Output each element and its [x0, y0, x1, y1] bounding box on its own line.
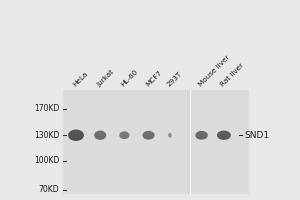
Text: 130KD: 130KD: [34, 131, 59, 140]
Ellipse shape: [168, 133, 172, 138]
Ellipse shape: [144, 136, 153, 139]
Ellipse shape: [68, 130, 84, 141]
Text: HeLa: HeLa: [72, 71, 89, 88]
Text: Mouse liver: Mouse liver: [197, 54, 231, 88]
Text: HL-60: HL-60: [120, 69, 140, 88]
Ellipse shape: [196, 136, 207, 139]
Text: 70KD: 70KD: [39, 185, 59, 194]
Ellipse shape: [119, 131, 130, 139]
Text: 170KD: 170KD: [34, 104, 59, 113]
Text: SND1: SND1: [244, 131, 269, 140]
Text: Jurkat: Jurkat: [96, 69, 115, 88]
Ellipse shape: [95, 136, 105, 139]
Ellipse shape: [218, 136, 230, 139]
Ellipse shape: [94, 131, 106, 140]
Ellipse shape: [217, 131, 231, 140]
Text: MCF7: MCF7: [144, 70, 163, 88]
Ellipse shape: [120, 136, 128, 139]
Text: 100KD: 100KD: [34, 156, 59, 165]
Text: Rat liver: Rat liver: [220, 62, 245, 88]
Ellipse shape: [169, 136, 171, 137]
Ellipse shape: [195, 131, 208, 140]
Ellipse shape: [142, 131, 154, 140]
Ellipse shape: [70, 136, 82, 140]
Text: 293T: 293T: [166, 71, 183, 88]
